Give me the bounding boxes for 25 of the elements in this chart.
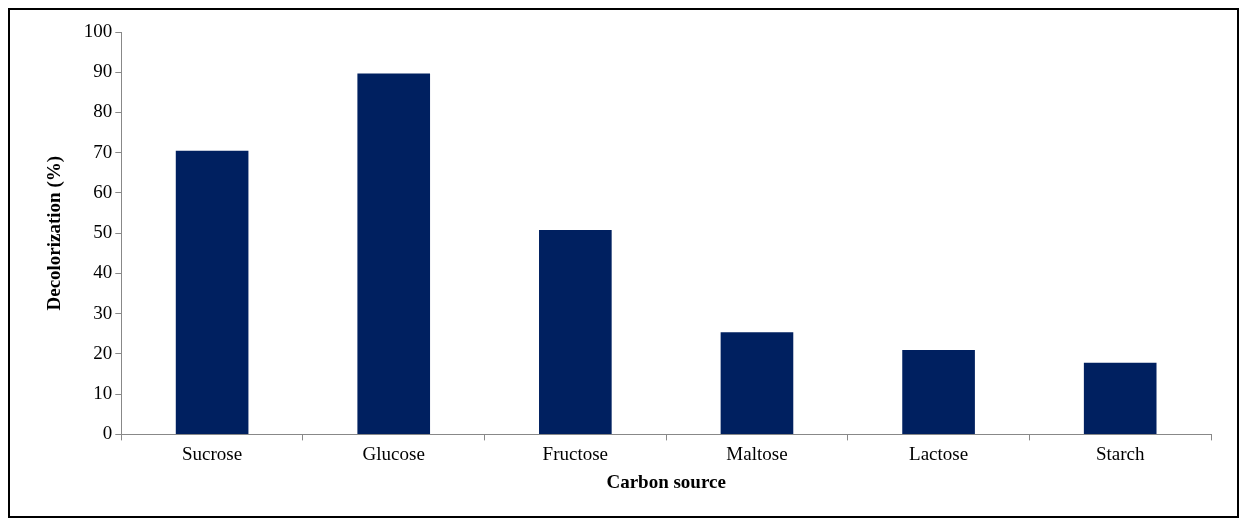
y-tick-label: 60 [93, 180, 113, 202]
y-tick-label: 100 [83, 19, 113, 41]
y-tick-label: 50 [93, 221, 113, 243]
y-axis-title: Decolorization (%) [43, 155, 66, 311]
bar [175, 150, 249, 434]
x-tick-label: Sucrose [182, 442, 243, 464]
bar [357, 73, 431, 434]
y-tick-label: 0 [102, 422, 113, 444]
y-tick-label: 20 [93, 341, 113, 363]
y-tick-label: 80 [93, 100, 113, 122]
x-axis-title: Carbon source [606, 470, 726, 492]
x-tick-label: Fructose [542, 442, 609, 464]
bar [902, 349, 975, 434]
y-tick-label: 10 [93, 382, 113, 404]
y-tick-label: 40 [93, 261, 113, 283]
bar [1083, 362, 1157, 434]
y-tick-label: 70 [93, 140, 113, 162]
x-tick-label: Maltose [726, 442, 788, 464]
y-tick-label: 90 [93, 60, 113, 82]
bar [720, 332, 794, 434]
x-tick-label: Glucose [362, 442, 425, 464]
x-tick-label: Starch [1095, 442, 1145, 464]
y-tick-label: 30 [93, 301, 113, 323]
x-tick-label: Lactose [909, 442, 969, 464]
bar [539, 229, 612, 434]
